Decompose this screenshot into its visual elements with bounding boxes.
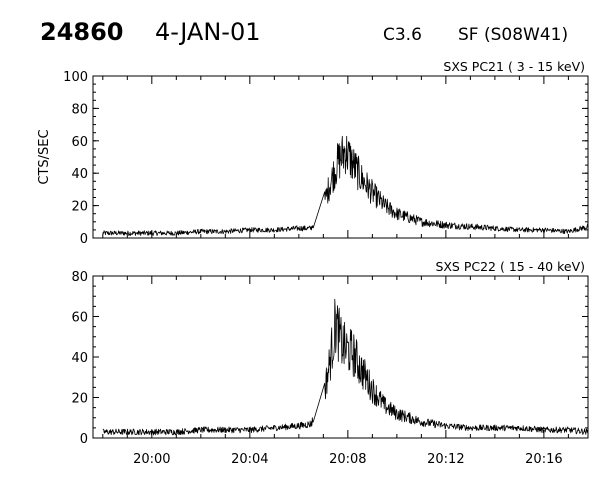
y-tick-label: 80: [71, 270, 88, 285]
panel-title: SXS PC22 ( 15 - 40 keV): [435, 259, 585, 274]
x-tick-label: 20:08: [329, 452, 366, 467]
y-tick-label: 20: [71, 200, 88, 215]
x-tick-label: 20:16: [525, 452, 562, 467]
flare-class: C3.6: [383, 25, 422, 45]
x-tick-label: 20:00: [133, 452, 170, 467]
event-date: 4-JAN-01: [155, 18, 261, 46]
y-tick-label: 80: [71, 102, 88, 117]
x-tick-label: 20:12: [427, 452, 464, 467]
y-tick-label: 60: [71, 311, 88, 326]
y-axis-label: CTS/SEC: [37, 129, 52, 184]
event-number: 24860: [40, 18, 124, 46]
y-tick-label: 0: [80, 232, 88, 247]
y-tick-label: 40: [71, 167, 88, 182]
flare-region: SF (S08W41): [458, 25, 568, 45]
series-line: [102, 298, 589, 436]
x-tick-label: 20:04: [231, 452, 268, 467]
y-tick-label: 20: [71, 392, 88, 407]
series-line: [102, 135, 589, 236]
y-tick-label: 60: [71, 135, 88, 150]
panel-title: SXS PC21 ( 3 - 15 keV): [443, 59, 585, 74]
plot-frame: [92, 275, 589, 439]
y-tick-label: 100: [63, 70, 88, 85]
panel-pc21: SXS PC21 ( 3 - 15 keV) 0 20 40 60 80 100 CTS/SE…: [37, 59, 589, 247]
y-tick-label: 0: [80, 432, 88, 447]
y-tick-label: 40: [71, 351, 88, 366]
panel-pc22: SXS PC22 ( 15 - 40 keV) 0 20 40 60 80 20:00 20:…: [71, 259, 589, 467]
